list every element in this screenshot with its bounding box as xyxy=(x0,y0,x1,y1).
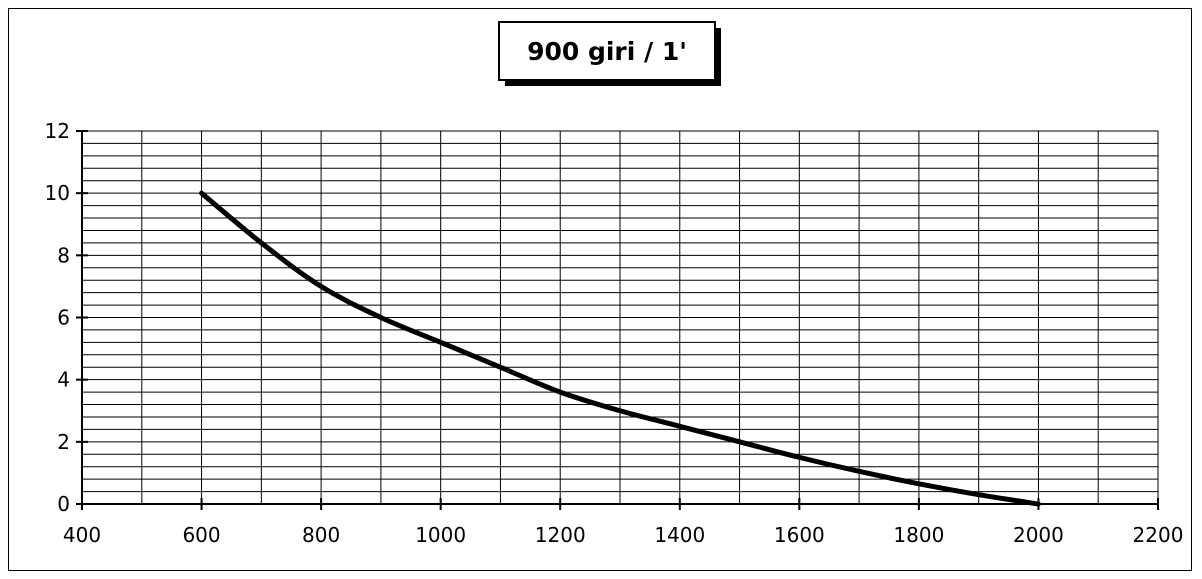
chart-title-box: 900 giri / 1' xyxy=(498,21,721,86)
series-layer xyxy=(199,190,1041,507)
x-tick-label: 2200 xyxy=(1133,523,1184,547)
series-line xyxy=(199,190,1041,507)
chart-title-border xyxy=(498,21,716,81)
y-tick-label: 12 xyxy=(45,119,70,143)
y-tick-label: 10 xyxy=(45,181,70,205)
chart-title: 900 giri / 1' xyxy=(527,37,687,66)
y-tick-label: 4 xyxy=(57,368,70,392)
y-tick-label: 6 xyxy=(57,306,70,330)
x-tick-label: 1800 xyxy=(893,523,944,547)
x-tick-label: 600 xyxy=(182,523,220,547)
x-tick-label: 1200 xyxy=(535,523,586,547)
grid-layer xyxy=(81,130,1159,505)
y-tick-label: 2 xyxy=(57,430,70,454)
x-tick-label: 1400 xyxy=(654,523,705,547)
axis-layer: 400 600 800 1000 1200 1400 1600 1800 2000 2200 0 2 4… xyxy=(45,119,1184,547)
x-tick-label: 1600 xyxy=(774,523,825,547)
y-tick-label: 8 xyxy=(57,243,70,267)
y-tick-label: 0 xyxy=(57,492,70,516)
x-tick-label: 1000 xyxy=(415,523,466,547)
chart-frame xyxy=(8,8,1192,571)
x-tick-label: 400 xyxy=(63,523,101,547)
x-tick-label: 2000 xyxy=(1013,523,1064,547)
x-tick-label: 800 xyxy=(302,523,340,547)
